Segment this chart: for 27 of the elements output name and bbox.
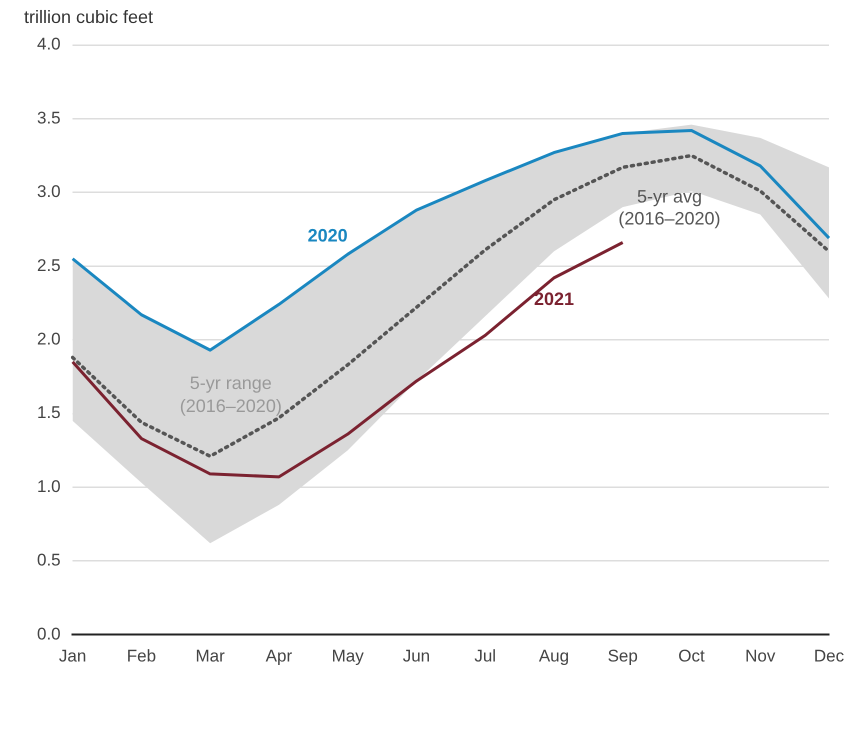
line-series bbox=[70, 154, 831, 458]
x-tick-label: Feb bbox=[126, 646, 156, 666]
series-label: 2021 bbox=[534, 288, 574, 309]
y-tick-label: 0.5 bbox=[36, 550, 61, 570]
x-tick-label: May bbox=[332, 646, 364, 666]
y-tick-label: 4.0 bbox=[36, 34, 61, 54]
y-tick-label: 3.0 bbox=[36, 182, 61, 202]
y-tick-label: 1.5 bbox=[36, 403, 61, 422]
x-tick-label: Nov bbox=[745, 646, 776, 666]
x-tick-label: Oct bbox=[678, 646, 705, 666]
series-label: 2020 bbox=[308, 225, 348, 246]
x-tick-label: Jan bbox=[58, 646, 86, 666]
y-tick-label: 0.0 bbox=[36, 624, 61, 644]
x-tick-label: Dec bbox=[814, 646, 845, 666]
x-tick-label: Apr bbox=[266, 646, 292, 666]
y-axis-title: trillion cubic feet bbox=[24, 6, 154, 27]
x-tick-label: Aug bbox=[538, 646, 570, 666]
y-tick-label: 2.5 bbox=[36, 256, 61, 275]
y-tick-label: 1.0 bbox=[36, 476, 61, 496]
y-tick-label: 3.5 bbox=[36, 108, 61, 128]
x-tick-label: Mar bbox=[196, 646, 226, 666]
annotation: 5-yr range (2016–2020) bbox=[180, 372, 282, 416]
x-tick-label: Jun bbox=[402, 646, 430, 666]
x-tick-label: Sep bbox=[608, 646, 638, 666]
series-label: 5-yr avg (2016–2020) bbox=[618, 186, 721, 229]
x-tick-label: Jul bbox=[474, 646, 496, 666]
y-tick-label: 2.0 bbox=[36, 329, 61, 348]
